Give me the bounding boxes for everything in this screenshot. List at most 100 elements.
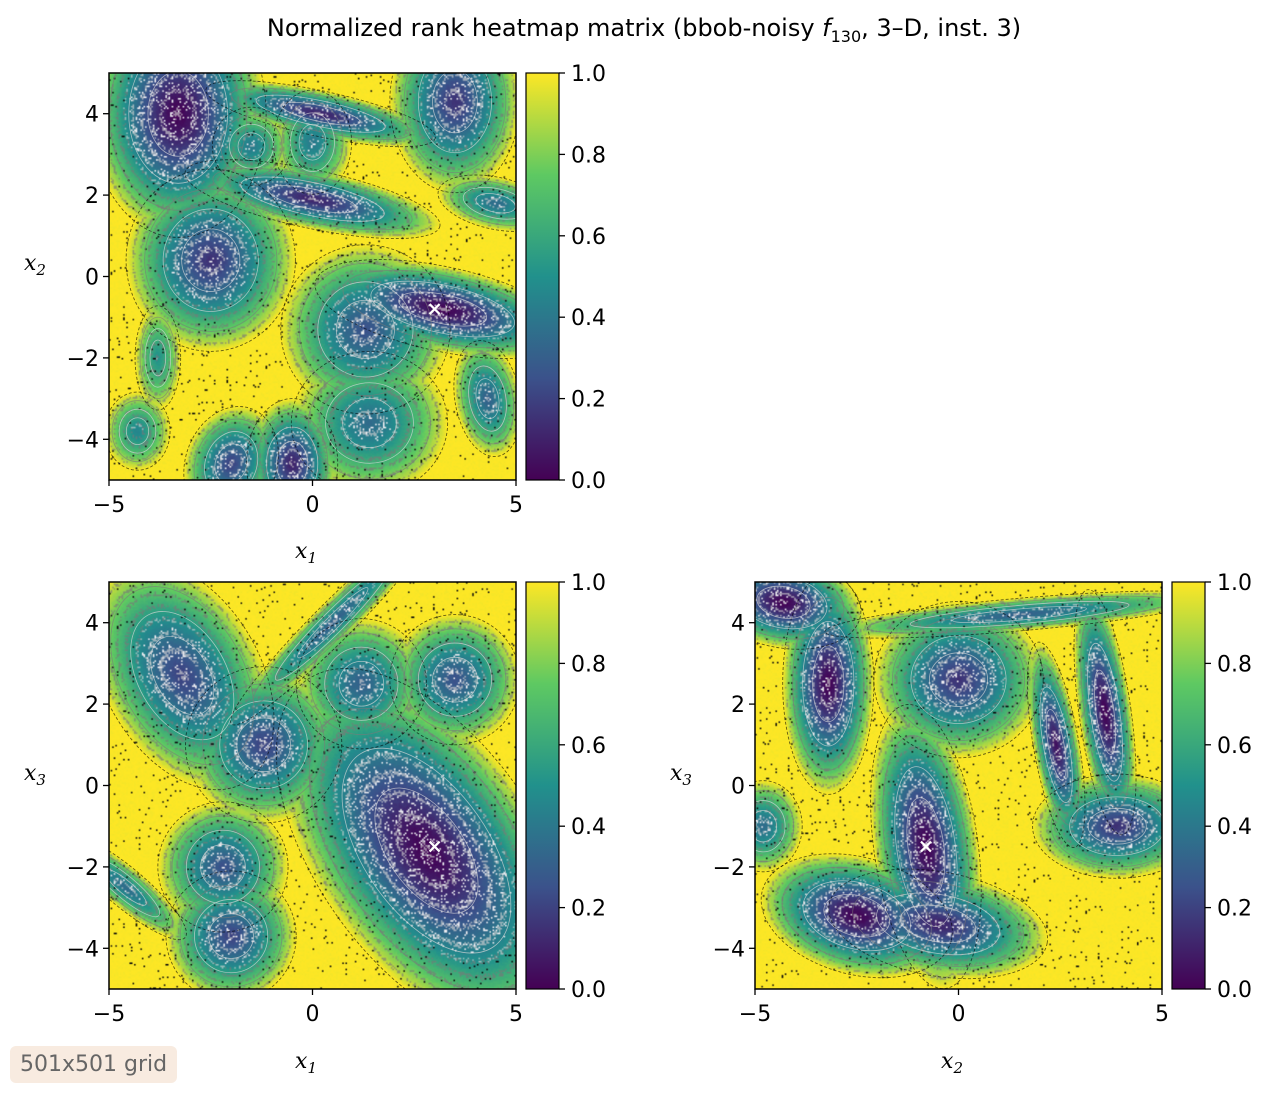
contour-ellipse (1032, 773, 1162, 879)
contour-ellipse (828, 868, 1048, 980)
contour-ellipse (280, 101, 361, 126)
y-tick-label: 2 (731, 693, 745, 718)
contour-ellipse (909, 600, 1130, 629)
colorbar-tick-label: 1.0 (571, 571, 606, 596)
ylabel-x1-x3: x3 (24, 761, 46, 789)
contour-ellipse (1050, 785, 1162, 868)
y-tick-label: 2 (85, 184, 99, 209)
colorbar-tick-label: 0.0 (571, 469, 606, 494)
x-tick-label: −5 (93, 493, 125, 518)
contour-ellipse (755, 800, 786, 853)
contour-lines-x1-x3 (109, 582, 516, 989)
xlabel-x1-x2: x1 (295, 539, 317, 567)
contour-ellipse (755, 810, 777, 843)
contour-ellipse (150, 636, 215, 716)
y-axis-x1-x2: −4 −2 0 2 4 (67, 103, 109, 453)
contour-ellipse (194, 899, 269, 974)
grid-size-badge: 501x501 grid (10, 1046, 178, 1083)
colorbar-x1-x2 (525, 72, 560, 481)
contour-ellipse (298, 262, 432, 396)
contour-ellipse (432, 656, 478, 703)
contour-ellipse (792, 596, 865, 771)
heatmap-image-x2-x3 (755, 582, 1162, 989)
contour-ellipse (274, 582, 391, 681)
contour-ellipse (280, 244, 451, 415)
y-axis-x1-x3: −4 −2 0 2 4 (67, 612, 109, 962)
colorbar-tick-label: 0.4 (571, 815, 606, 840)
contour-ellipse (389, 614, 516, 746)
contour-ellipse (906, 797, 946, 896)
y-tick-label: 0 (731, 775, 745, 800)
contour-ellipse (952, 606, 1087, 624)
contour-ellipse (453, 340, 516, 458)
contour-ellipse (202, 683, 326, 807)
x-tick-label: 5 (509, 1002, 523, 1027)
contour-ellipse (200, 844, 246, 890)
contour-ellipse (236, 717, 291, 773)
contour-ellipse (417, 73, 492, 154)
contour-ellipse (370, 280, 515, 338)
contour-ellipse (755, 790, 795, 863)
contour-ellipse (760, 853, 953, 979)
y-tick-label: 4 (85, 103, 99, 128)
contour-ellipse (125, 168, 296, 352)
panel-x1-x3: −5 0 5 −4 −2 0 2 4 x1 x3 0.0 0.2 0.4 0.6 0.8 1.0 (24, 571, 606, 1077)
contour-ellipse (450, 180, 516, 226)
colorbar-tick-label: 0.0 (571, 978, 606, 1003)
contour-ellipse (109, 582, 275, 791)
colorbar-tick-label: 0.2 (571, 897, 606, 922)
contour-ellipse (109, 868, 147, 906)
y-tick-label: −2 (713, 856, 745, 881)
optimum-marker (428, 840, 441, 853)
contour-ellipse (823, 894, 890, 938)
y-tick-label: −4 (713, 937, 745, 962)
contour-ellipse (237, 132, 266, 161)
contour-lines-x2-x3 (755, 582, 1162, 989)
colorbar-ticks-x1-x3: 0.0 0.2 0.4 0.6 0.8 1.0 (559, 571, 606, 1003)
colorbar-tick-label: 0.6 (571, 225, 606, 250)
contour-ellipse (179, 884, 283, 988)
contour-ellipse (824, 590, 1162, 639)
contour-ellipse (342, 397, 397, 449)
contour-ellipse (147, 73, 209, 157)
colorbar-tick-label: 0.4 (571, 306, 606, 331)
colorbar-tick-label: 0.8 (1217, 652, 1252, 677)
contour-ellipse (310, 632, 413, 736)
contour-ellipse (205, 80, 436, 148)
xlabel-x1-x3: x1 (295, 1049, 317, 1077)
contour-ellipse (144, 328, 172, 388)
contour-ellipse (128, 73, 229, 184)
contour-ellipse (308, 707, 516, 989)
contour-ellipse (246, 398, 339, 480)
y-tick-label: 4 (731, 612, 745, 637)
colorbar-tick-label: 0.2 (571, 388, 606, 413)
contour-ellipse (109, 845, 174, 929)
contour-ellipse (1069, 796, 1162, 856)
colorbar-tick-label: 0.8 (571, 652, 606, 677)
title-function-subscript: 130 (830, 26, 862, 46)
contour-ellipse (139, 316, 177, 400)
contour-ellipse (109, 391, 171, 471)
contour-ellipse (928, 652, 989, 707)
contour-ellipse (171, 815, 275, 919)
contour-ellipse (272, 89, 353, 195)
contour-ellipse (230, 582, 436, 726)
x-axis-x1-x2: −5 0 5 (93, 480, 523, 518)
title-prefix: Normalized rank heatmap matrix (bbob-noi… (266, 14, 823, 42)
contour-ellipse (1039, 686, 1073, 803)
contour-ellipse (268, 185, 357, 214)
contour-ellipse (214, 443, 248, 480)
colorbar-tick-label: 0.6 (1217, 734, 1252, 759)
contour-ellipse (342, 269, 516, 349)
contour-ellipse (437, 174, 516, 232)
contour-ellipse (1087, 642, 1123, 782)
contour-ellipse (389, 73, 516, 194)
contour-ellipse (338, 660, 385, 707)
contour-ellipse (290, 112, 335, 172)
optimum-marker (920, 840, 932, 853)
contour-ellipse (134, 305, 182, 411)
contour-ellipse (256, 412, 329, 480)
y-tick-label: 4 (85, 612, 99, 637)
contour-ellipse (193, 418, 269, 480)
